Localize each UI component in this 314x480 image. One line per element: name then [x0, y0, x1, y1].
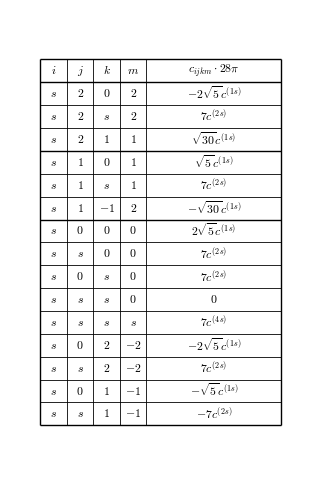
Text: $2$: $2$: [130, 110, 137, 123]
Text: $7c^{(2s)}$: $7c^{(2s)}$: [200, 269, 228, 285]
Text: $k$: $k$: [103, 64, 111, 77]
Text: $-\sqrt{30}c^{(1s)}$: $-\sqrt{30}c^{(1s)}$: [187, 200, 241, 216]
Text: $s$: $s$: [50, 361, 57, 375]
Text: $0$: $0$: [77, 225, 84, 238]
Text: $1$: $1$: [130, 133, 137, 146]
Text: $\sqrt{30}c^{(1s)}$: $\sqrt{30}c^{(1s)}$: [191, 131, 236, 148]
Text: $s$: $s$: [77, 247, 84, 260]
Text: $s$: $s$: [50, 293, 57, 306]
Text: $s$: $s$: [103, 270, 110, 283]
Text: $s$: $s$: [50, 316, 57, 329]
Text: $s$: $s$: [50, 339, 57, 352]
Text: $1$: $1$: [130, 156, 137, 169]
Text: $0$: $0$: [103, 87, 111, 100]
Text: $s$: $s$: [50, 225, 57, 238]
Text: $1$: $1$: [130, 179, 137, 192]
Text: $7c^{(4s)}$: $7c^{(4s)}$: [200, 314, 228, 331]
Text: $s$: $s$: [50, 87, 57, 100]
Text: $c_{ijkm} \cdot 28\pi$: $c_{ijkm} \cdot 28\pi$: [188, 62, 240, 79]
Text: $s$: $s$: [50, 179, 57, 192]
Text: $s$: $s$: [77, 408, 84, 420]
Text: $2$: $2$: [130, 202, 137, 215]
Text: $s$: $s$: [77, 316, 84, 329]
Text: $-2$: $-2$: [125, 361, 141, 375]
Text: $0$: $0$: [77, 384, 84, 397]
Text: $s$: $s$: [50, 156, 57, 169]
Text: $7c^{(2s)}$: $7c^{(2s)}$: [200, 108, 228, 125]
Text: $0$: $0$: [129, 293, 137, 306]
Text: $0$: $0$: [129, 247, 137, 260]
Text: $-7c^{(2s)}$: $-7c^{(2s)}$: [196, 406, 232, 422]
Text: $2$: $2$: [130, 87, 137, 100]
Text: $2$: $2$: [77, 87, 84, 100]
Text: $s$: $s$: [103, 316, 110, 329]
Text: $s$: $s$: [103, 293, 110, 306]
Text: $-2\sqrt{5}c^{(1s)}$: $-2\sqrt{5}c^{(1s)}$: [187, 85, 241, 102]
Text: $-1$: $-1$: [125, 384, 141, 397]
Text: $s$: $s$: [77, 361, 84, 375]
Text: $2$: $2$: [77, 133, 84, 146]
Text: $s$: $s$: [50, 384, 57, 397]
Text: $0$: $0$: [77, 270, 84, 283]
Text: $s$: $s$: [77, 293, 84, 306]
Text: $0$: $0$: [129, 225, 137, 238]
Text: $-2\sqrt{5}c^{(1s)}$: $-2\sqrt{5}c^{(1s)}$: [187, 337, 241, 354]
Text: $0$: $0$: [103, 247, 111, 260]
Text: $0$: $0$: [103, 225, 111, 238]
Text: $\sqrt{5}c^{(1s)}$: $\sqrt{5}c^{(1s)}$: [194, 154, 234, 171]
Text: $-1$: $-1$: [99, 202, 115, 215]
Text: $s$: $s$: [50, 247, 57, 260]
Text: $1$: $1$: [77, 202, 84, 215]
Text: $-\sqrt{5}c^{(1s)}$: $-\sqrt{5}c^{(1s)}$: [190, 383, 238, 399]
Text: $s$: $s$: [50, 110, 57, 123]
Text: $7c^{(2s)}$: $7c^{(2s)}$: [200, 360, 228, 376]
Text: $2$: $2$: [77, 110, 84, 123]
Text: $7c^{(2s)}$: $7c^{(2s)}$: [200, 246, 228, 262]
Text: $7c^{(2s)}$: $7c^{(2s)}$: [200, 177, 228, 193]
Text: $j$: $j$: [77, 64, 84, 78]
Text: $0$: $0$: [77, 339, 84, 352]
Text: $-2$: $-2$: [125, 339, 141, 352]
Text: $m$: $m$: [127, 64, 139, 77]
Text: $1$: $1$: [103, 408, 110, 420]
Text: $1$: $1$: [103, 133, 110, 146]
Text: $0$: $0$: [103, 156, 111, 169]
Text: $0$: $0$: [129, 270, 137, 283]
Text: $s$: $s$: [50, 202, 57, 215]
Text: $2$: $2$: [103, 361, 110, 375]
Text: $1$: $1$: [103, 384, 110, 397]
Text: $0$: $0$: [210, 293, 218, 306]
Text: $2\sqrt{5}c^{(1s)}$: $2\sqrt{5}c^{(1s)}$: [191, 223, 236, 240]
Text: $s$: $s$: [50, 133, 57, 146]
Text: $i$: $i$: [51, 64, 57, 77]
Text: $1$: $1$: [77, 179, 84, 192]
Text: $2$: $2$: [103, 339, 110, 352]
Text: $s$: $s$: [50, 270, 57, 283]
Text: $s$: $s$: [130, 316, 137, 329]
Text: $s$: $s$: [50, 408, 57, 420]
Text: $-1$: $-1$: [125, 408, 141, 420]
Text: $1$: $1$: [77, 156, 84, 169]
Text: $s$: $s$: [103, 110, 110, 123]
Text: $s$: $s$: [103, 179, 110, 192]
